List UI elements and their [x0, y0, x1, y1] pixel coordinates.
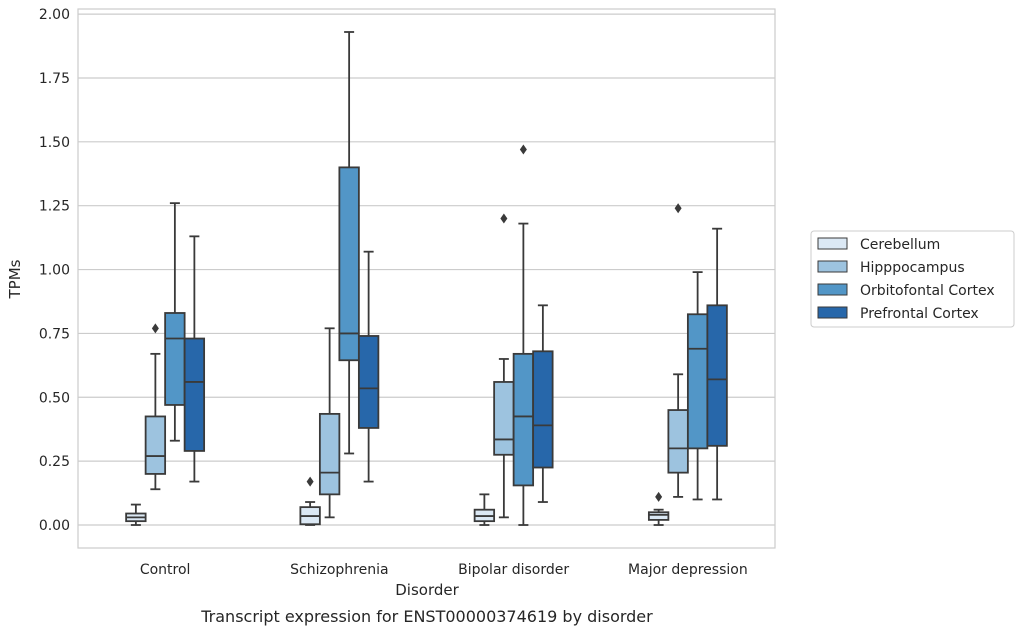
legend-swatch: [817, 306, 848, 319]
series-cerebellum: [125, 476, 670, 526]
legend-label: Prefrontal Cortex: [860, 306, 979, 322]
box: [338, 166, 360, 362]
y-tick-label: 2.00: [39, 7, 70, 23]
series-prefrontal-cortex: [183, 227, 728, 503]
legend-swatch: [817, 283, 848, 296]
legend-swatch: [817, 237, 848, 250]
outlier-point: [519, 144, 527, 155]
series-hipppocampus: [144, 203, 689, 519]
box: [183, 337, 206, 452]
x-axis-label: Disorder: [395, 581, 459, 599]
box: [164, 312, 186, 406]
y-axis-ticks: 0.00 0.25 0.50 0.75 1.00 1.25 1.50 1.75 2.00: [39, 7, 70, 534]
box: [493, 381, 515, 456]
box-plot-series: [125, 31, 728, 526]
series-orbitofontal-cortex: [164, 31, 709, 526]
box: [706, 304, 728, 447]
y-tick-label: 1.50: [39, 135, 70, 151]
legend-label: Hipppocampus: [860, 260, 965, 276]
y-axis-label: TPMs: [6, 259, 24, 299]
x-tick-label: Major depression: [628, 562, 748, 578]
outlier-point: [151, 323, 159, 334]
box: [686, 313, 709, 450]
y-tick-label: 1.00: [39, 263, 70, 279]
legend: Cerebellum Hipppocampus Orbitofontal Corte…: [810, 230, 1015, 328]
legend-frame: [810, 230, 1015, 328]
box: [357, 335, 380, 429]
box: [647, 511, 670, 521]
x-tick-label: Schizophrenia: [290, 562, 388, 578]
y-tick-label: 0.50: [39, 390, 70, 406]
y-tick-label: 0.75: [39, 326, 70, 342]
box: [318, 412, 341, 496]
box: [512, 352, 535, 487]
x-tick-label: Bipolar disorder: [458, 562, 569, 578]
outlier-point: [655, 491, 663, 502]
plot-area-frame: [77, 8, 776, 549]
x-axis-ticks: Control Schizophrenia Bipolar disorder Majo…: [140, 562, 748, 578]
box: [532, 350, 554, 469]
outlier-point: [674, 203, 682, 214]
box: [144, 415, 167, 475]
box: [667, 409, 689, 474]
x-tick-label: Control: [140, 562, 191, 578]
legend-swatch: [817, 260, 848, 273]
y-tick-label: 0.25: [39, 454, 70, 470]
outlier-point: [306, 476, 314, 487]
y-tick-label: 1.75: [39, 71, 70, 87]
legend-label: Cerebellum: [860, 237, 940, 253]
y-tick-label: 1.25: [39, 199, 70, 215]
chart-caption: Transcript expression for ENST0000037461…: [200, 607, 653, 626]
outlier-point: [500, 213, 508, 224]
y-tick-label: 0.00: [39, 518, 70, 534]
legend-label: Orbitofontal Cortex: [860, 283, 995, 299]
